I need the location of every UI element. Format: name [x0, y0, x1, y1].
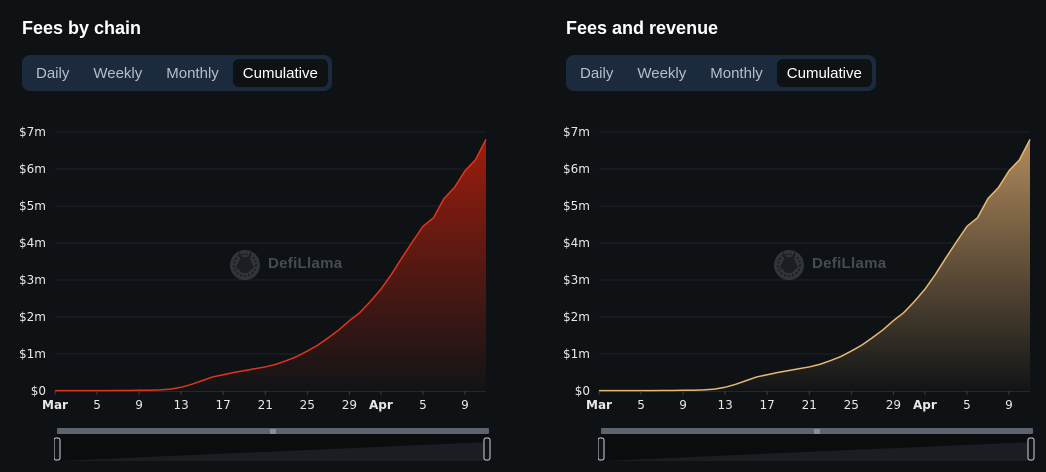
zoom-slider[interactable]: ||| — [598, 428, 1038, 466]
slider-handle-right[interactable] — [1027, 437, 1035, 461]
x-tick-label: 17 — [760, 398, 775, 412]
x-tick-label: 21 — [258, 398, 273, 412]
y-tick-label: $6m — [19, 162, 46, 176]
slider-preview — [601, 442, 1033, 461]
y-tick-label: $0 — [31, 384, 46, 398]
fees-and-revenue-chart[interactable]: $0 $1m $2m $3m $4m $5m $6m $7m Mar 5 9 13 17 21 25 29 Ap… — [544, 110, 1044, 472]
x-tick-label: 25 — [300, 398, 315, 412]
fees-and-revenue-panel: Fees and revenue Daily Weekly Monthly Cu… — [544, 0, 1046, 472]
y-tick-label: $0 — [575, 384, 590, 398]
y-tick-label: $7m — [19, 125, 46, 139]
x-tick-label: 17 — [216, 398, 231, 412]
tab-weekly[interactable]: Weekly — [93, 64, 143, 82]
watermark-text: DefiLlama — [268, 254, 343, 272]
x-tick-label: 13 — [718, 398, 733, 412]
tab-weekly[interactable]: Weekly — [637, 64, 687, 82]
y-tick-label: $4m — [563, 236, 590, 250]
y-tick-label: $3m — [19, 273, 46, 287]
x-tick-label: 9 — [1005, 398, 1013, 412]
x-tick-label: 5 — [93, 398, 101, 412]
y-tick-label: $3m — [563, 273, 590, 287]
x-tick-label: 9 — [679, 398, 687, 412]
y-tick-label: $5m — [563, 199, 590, 213]
slider-handle-left[interactable] — [54, 437, 61, 461]
slider-bar[interactable] — [601, 428, 1033, 434]
x-tick-label: 5 — [637, 398, 645, 412]
series-area — [55, 139, 486, 391]
tab-cumulative[interactable]: Cumulative — [232, 59, 328, 87]
watermark: DefiLlama — [228, 243, 342, 283]
x-tick-label: 29 — [342, 398, 357, 412]
zoom-slider[interactable]: ||| — [54, 428, 494, 466]
x-tick-label: Mar — [42, 398, 68, 412]
y-tick-label: $1m — [563, 347, 590, 361]
x-tick-label: 21 — [802, 398, 817, 412]
slider-grip-icon[interactable]: ||| — [270, 429, 276, 436]
y-tick-label: $6m — [563, 162, 590, 176]
x-tick-label: Mar — [586, 398, 612, 412]
tab-cumulative[interactable]: Cumulative — [776, 59, 872, 87]
tab-daily[interactable]: Daily — [580, 64, 614, 82]
period-tabs: Daily Weekly Monthly Cumulative — [22, 55, 332, 91]
panel-title: Fees by chain — [22, 18, 142, 38]
slider-handle-right[interactable] — [483, 437, 491, 461]
x-tick-label: 29 — [886, 398, 901, 412]
llama-logo-icon — [774, 249, 804, 280]
period-tabs: Daily Weekly Monthly Cumulative — [566, 55, 876, 91]
x-tick-label: Apr — [913, 398, 937, 412]
slider-grip-icon[interactable]: ||| — [814, 429, 820, 436]
watermark: DefiLlama — [772, 243, 886, 283]
x-tick-label: 5 — [963, 398, 971, 412]
x-tick-label: Apr — [369, 398, 393, 412]
slider-handle-left[interactable] — [598, 437, 605, 461]
x-tick-label: 9 — [135, 398, 143, 412]
fees-by-chain-panel: Fees by chain Daily Weekly Monthly Cumul… — [0, 18, 523, 472]
watermark-text: DefiLlama — [812, 254, 887, 272]
tab-monthly[interactable]: Monthly — [710, 64, 763, 82]
series-area — [599, 139, 1030, 391]
y-tick-label: $1m — [19, 347, 46, 361]
fees-by-chain-chart[interactable]: $0 $1m $2m $3m $4m $5m $6m $7m Mar 5 9 13 17 21 25 29 Ap… — [0, 110, 523, 472]
y-tick-label: $5m — [19, 199, 46, 213]
x-tick-label: 5 — [419, 398, 427, 412]
y-tick-label: $4m — [19, 236, 46, 250]
panel-title: Fees and revenue — [566, 18, 719, 38]
series-line — [599, 139, 1031, 392]
x-tick-label: 13 — [174, 398, 189, 412]
tab-daily[interactable]: Daily — [36, 64, 70, 82]
llama-logo-icon — [230, 249, 260, 280]
tab-monthly[interactable]: Monthly — [166, 64, 219, 82]
slider-preview — [57, 442, 489, 461]
y-tick-label: $2m — [19, 310, 46, 324]
y-tick-label: $2m — [563, 310, 590, 324]
y-tick-label: $7m — [563, 125, 590, 139]
x-tick-label: 9 — [461, 398, 469, 412]
x-tick-label: 25 — [844, 398, 859, 412]
series-line — [55, 139, 487, 392]
slider-bar[interactable] — [57, 428, 489, 434]
